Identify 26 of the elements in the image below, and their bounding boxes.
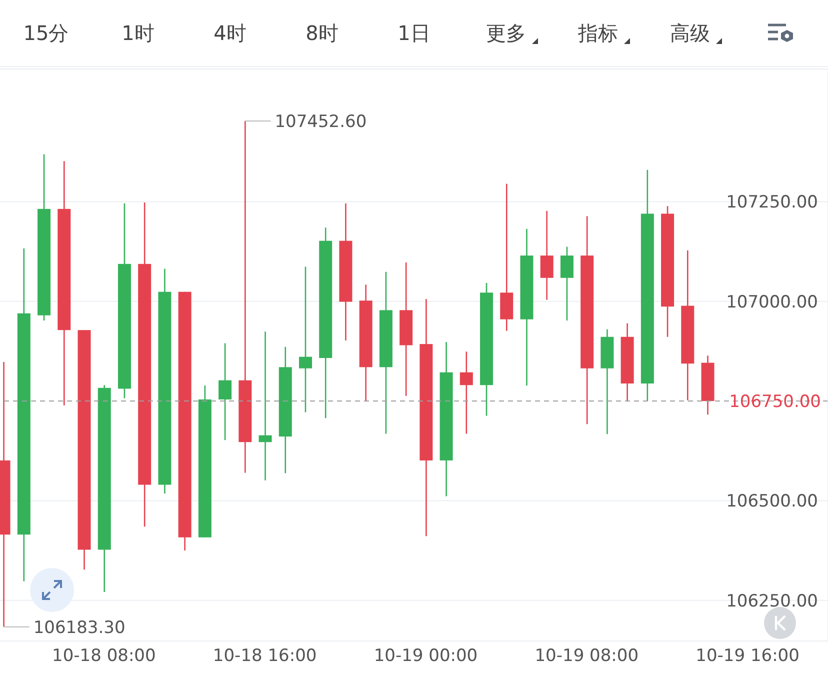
y-tick-label: 107000.00	[726, 292, 818, 312]
y-tick-label: 107250.00	[726, 192, 818, 213]
x-tick-label: 10-18 08:00	[52, 646, 156, 666]
text: 高级	[670, 20, 710, 46]
x-tick-label: 10-19 08:00	[534, 646, 639, 666]
candlestick	[258, 331, 272, 482]
candlestick	[540, 210, 554, 300]
x-tick-label: 10-19 16:00	[696, 646, 800, 666]
y-tick-label: 106500.00	[726, 492, 818, 512]
text: 15分	[23, 20, 69, 46]
candlestick	[560, 246, 574, 322]
x-tick-label: 10-19 00:00	[374, 646, 478, 666]
ref-line-label: 106750.00	[729, 392, 821, 412]
annotation: 106183.30	[33, 618, 126, 638]
y-tick-label: 106250.00	[726, 591, 818, 612]
text: 指标	[578, 20, 618, 46]
text: 更多	[486, 20, 526, 46]
candlestick	[298, 266, 312, 413]
text: 8时	[306, 20, 338, 46]
text: 1时	[122, 20, 154, 46]
text: 1日	[398, 20, 430, 46]
candlestick	[218, 342, 232, 441]
annotation: 107452.60	[274, 112, 367, 132]
x-tick-label: 10-18 16:00	[212, 646, 317, 666]
candlestick	[460, 350, 473, 434]
text: 4时	[214, 20, 246, 46]
